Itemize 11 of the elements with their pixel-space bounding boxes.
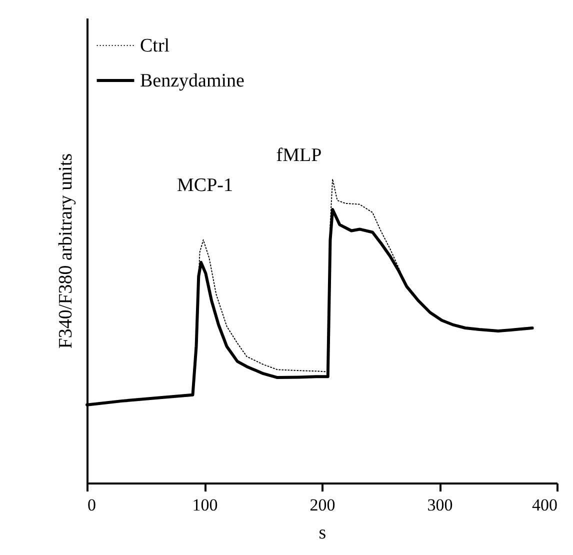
x-tick-label: 400: [532, 496, 558, 514]
legend-label: Ctrl: [140, 36, 170, 56]
x-tick-label: 100: [192, 496, 218, 514]
x-axis-title: s: [318, 522, 326, 544]
annotation: MCP-1: [177, 175, 233, 196]
x-tick-label: 0: [88, 496, 96, 514]
text: fMLP: [276, 145, 322, 166]
y-axis-title: F340/F380 arbitrary units: [56, 153, 76, 349]
x-tick-label: 200: [310, 496, 336, 514]
legend-label: Benzydamine: [140, 70, 244, 92]
x-tick-label: 300: [427, 496, 453, 514]
